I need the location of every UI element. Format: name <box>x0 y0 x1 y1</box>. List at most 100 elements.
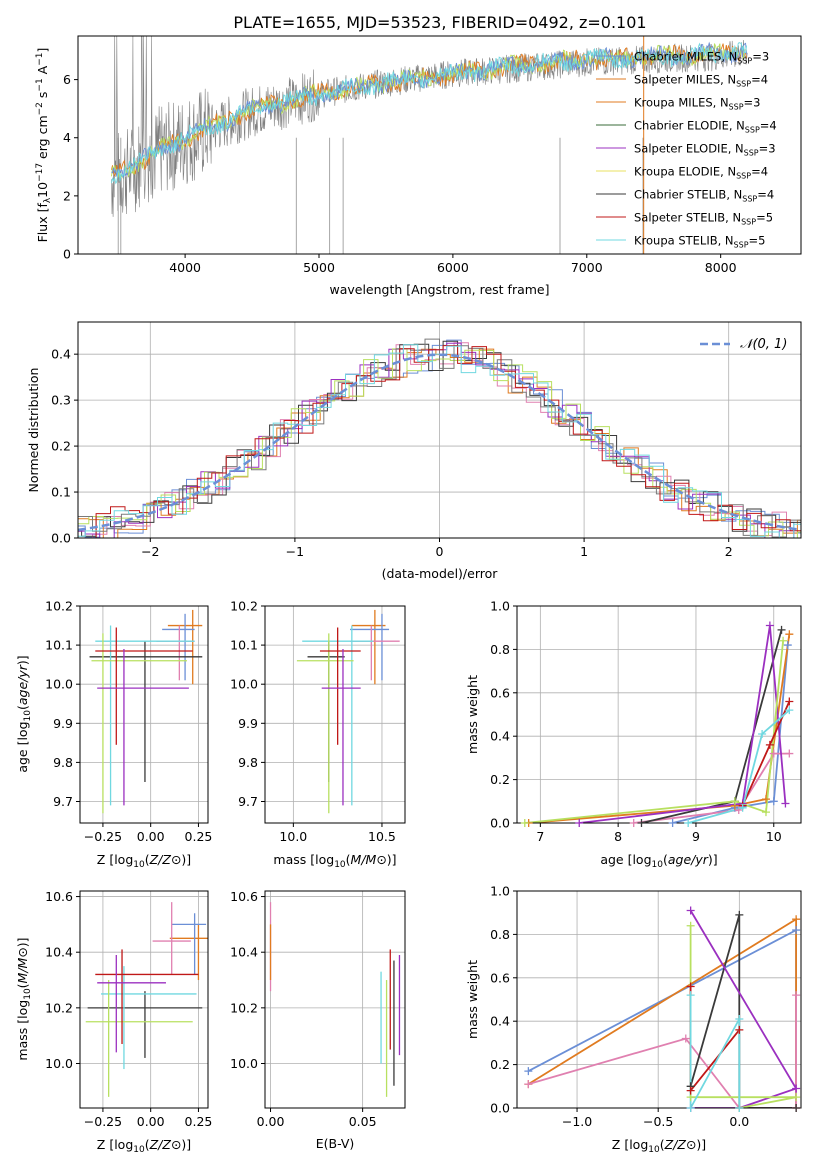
figure-title: PLATE=1655, MJD=53523, FIBERID=0492, z=0… <box>233 13 646 32</box>
y-axis-label: Flux [fλ10−17 erg cm−2 s−1 A−1] <box>35 48 53 243</box>
panel-mass-vs-Z: −0.25 0.00 0.25 10.0 10.2 10.4 10.6 <box>45 889 212 1129</box>
y-tick-label: 10.4 <box>45 945 73 960</box>
x-axis-label: Z [log10(Z/Z⊙)] <box>97 1137 191 1155</box>
weight-marker <box>684 819 693 827</box>
y-tick-label: 10.0 <box>230 1056 258 1071</box>
weight-line <box>527 917 797 1108</box>
x-tick-label: 2 <box>725 544 733 559</box>
x-tick-label: 0.05 <box>349 1114 377 1129</box>
x-tick-label: 0.25 <box>185 829 213 844</box>
model-spectrum <box>111 42 748 185</box>
x-tick-label: 0 <box>436 544 444 559</box>
x-tick-label: −0.25 <box>84 1114 122 1129</box>
legend-entry: Salpeter ELODIE, NSSP=3 <box>634 142 776 158</box>
y-axis-label: mass weight <box>465 675 480 754</box>
y-axis-label: age [log10(age/yr)] <box>15 655 33 772</box>
weight-marker <box>629 819 638 827</box>
histogram-step <box>78 340 801 537</box>
weight-marker <box>792 991 801 1000</box>
axes: −2 −1 0 1 2 0.0 0.1 0.2 0.3 0.4 <box>51 321 802 559</box>
legend-entry: Salpeter STELIB, NSSP=5 <box>634 211 773 227</box>
weight-line <box>689 995 741 1108</box>
weight-marker <box>735 1025 744 1034</box>
x-tick-label: 6000 <box>437 260 469 275</box>
x-tick-label: 0.00 <box>137 1114 165 1129</box>
weight-marker <box>738 803 747 812</box>
y-tick-label: 0.3 <box>51 393 71 408</box>
weight-marker <box>785 706 794 715</box>
y-axis-label: Normed distribution <box>26 368 41 493</box>
y-tick-label: 10.4 <box>230 945 258 960</box>
axes: −0.25 0.00 0.25 10.0 10.2 10.4 10.6 <box>45 889 212 1129</box>
y-tick-label: 0.2 <box>490 772 510 787</box>
legend-entry: Salpeter MILES, NSSP=4 <box>634 73 768 89</box>
panel-age-vs-mass: 10.0 10.5 9.7 9.8 9.9 10.0 10.1 10.2 <box>230 599 406 844</box>
weight-marker <box>520 819 529 827</box>
weight-marker <box>785 749 794 758</box>
panel-residuals: −2 −1 0 1 2 0.0 0.1 0.2 0.3 0.4 𝒩(0, 1) (data-model… <box>26 321 802 581</box>
plot-area <box>269 902 401 1097</box>
panel-weight-vs-age: 7 8 9 10 0.0 0.2 0.4 0.6 0.8 1.0 mass weight <box>465 599 802 844</box>
y-tick-label: 10.1 <box>45 638 73 653</box>
plot-area <box>527 910 798 1108</box>
x-tick-label: 10.0 <box>279 829 307 844</box>
y-tick-label: 1.0 <box>490 884 510 899</box>
y-tick-label: 0.2 <box>51 439 71 454</box>
panel-age-vs-Z: −0.25 0.00 0.25 9.7 9.8 9.9 10.0 10.1 10.2 <box>45 599 212 845</box>
model-spectrum <box>111 43 747 180</box>
weight-line <box>689 910 798 1108</box>
y-tick-label: 0.0 <box>490 1101 510 1116</box>
legend-entry: Chabrier MILES, NSSP=3 <box>634 50 769 66</box>
axes-frame <box>264 890 406 1109</box>
axes: 0.00 0.05 10.0 10.2 10.4 10.6 <box>230 889 406 1129</box>
weight-line <box>528 634 791 823</box>
weight-marker <box>686 991 695 1000</box>
histogram-step <box>78 348 801 538</box>
x-axis-label: Z [log10(Z/Z⊙)] <box>97 852 191 870</box>
axes: 4000 5000 6000 7000 8000 0 2 4 6 <box>63 35 802 275</box>
y-tick-label: 2 <box>63 188 71 203</box>
y-tick-label: 10.1 <box>230 638 258 653</box>
x-tick-label: 8 <box>614 829 622 844</box>
gaussian-curve <box>78 353 801 532</box>
plot-area <box>524 625 791 823</box>
weight-line <box>524 640 784 823</box>
axes-frame <box>79 890 209 1109</box>
axes-frame <box>516 605 802 824</box>
legend-entry: Chabrier ELODIE, NSSP=4 <box>634 119 777 135</box>
weight-marker <box>769 749 778 758</box>
y-axis-label: mass [log10(M/M⊙)] <box>15 937 33 1060</box>
weight-marker <box>781 799 790 808</box>
weight-marker <box>524 1080 533 1089</box>
x-axis-label: mass [log10(M/M⊙)] <box>273 852 396 870</box>
histogram-step <box>78 345 801 538</box>
weight-marker <box>785 697 794 706</box>
y-tick-label: 0.0 <box>51 531 71 546</box>
weight-marker <box>686 982 695 991</box>
weight-line <box>689 914 797 1108</box>
weight-line <box>687 709 790 823</box>
y-tick-label: 10.2 <box>45 1000 73 1015</box>
weight-marker <box>735 1015 744 1024</box>
y-tick-label: 10.0 <box>45 677 73 692</box>
x-tick-label: −2 <box>141 544 159 559</box>
x-axis-label: Z [log10(Z/Z⊙)] <box>612 1137 706 1155</box>
weight-marker <box>686 921 695 930</box>
weight-marker <box>783 641 792 650</box>
x-axis-label: age [log10(age/yr)] <box>600 852 717 870</box>
weight-marker <box>761 808 770 817</box>
weight-marker <box>779 636 788 645</box>
weight-marker <box>769 797 778 806</box>
y-tick-label: 9.9 <box>238 716 258 731</box>
weight-marker <box>765 740 774 749</box>
y-tick-label: 0.8 <box>490 642 510 657</box>
weight-line <box>528 995 797 1108</box>
y-tick-label: 9.7 <box>53 794 73 809</box>
axes-frame <box>516 890 802 1109</box>
weight-line <box>672 645 789 823</box>
panel-spectrum: 4000 5000 6000 7000 8000 0 2 4 6 Chabrier MILES, … <box>35 35 802 297</box>
weight-marker <box>792 1104 801 1112</box>
weight-marker <box>637 819 646 827</box>
x-tick-label: 8000 <box>705 260 737 275</box>
y-tick-label: 9.7 <box>238 794 258 809</box>
